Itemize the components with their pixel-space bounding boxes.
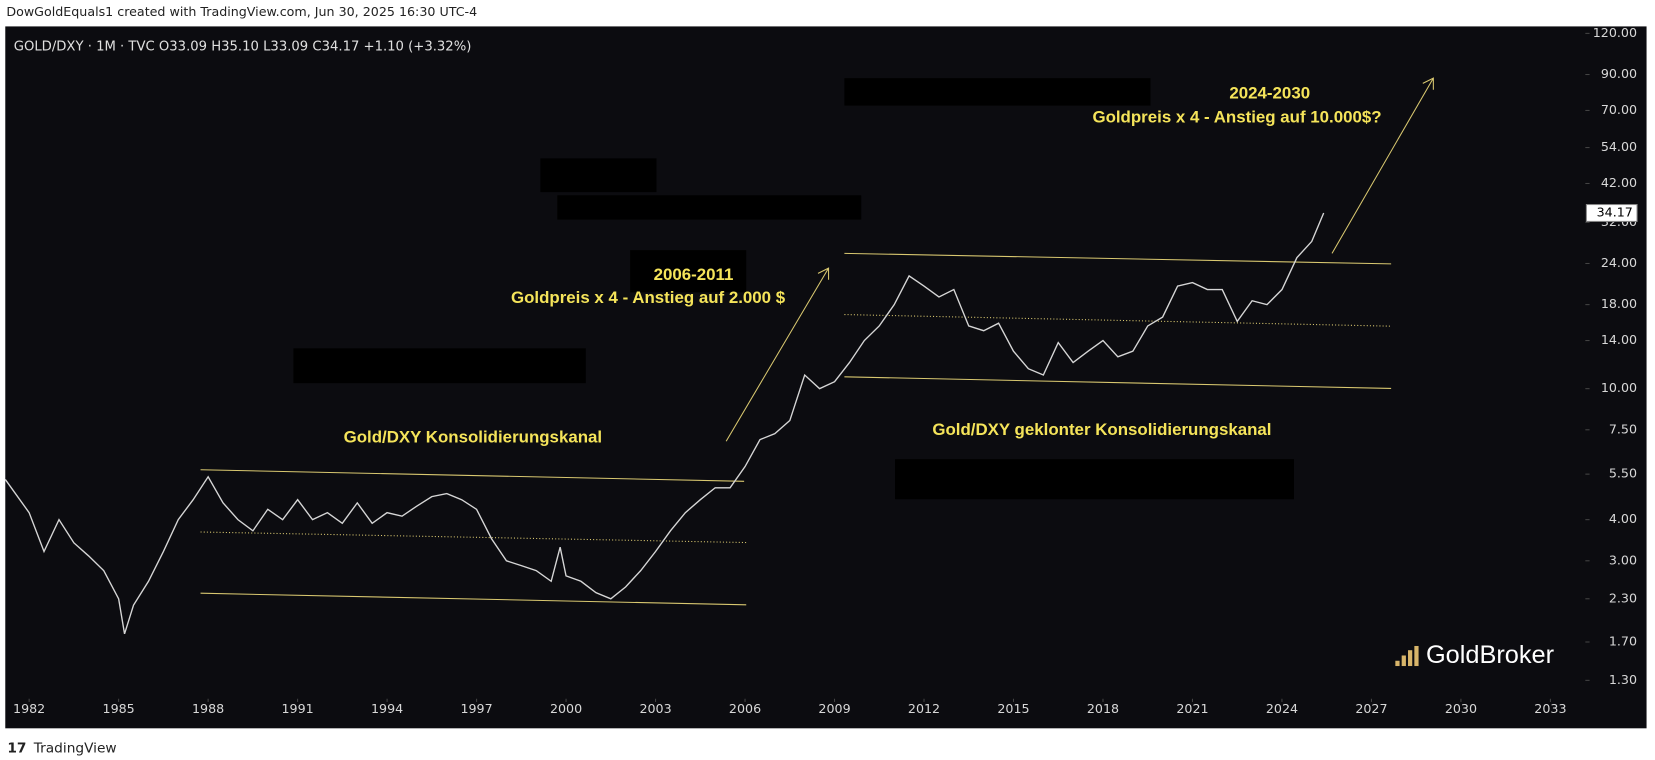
logo-bar [1408, 650, 1413, 667]
annotation: 2006-2011 [654, 265, 734, 284]
redaction [540, 158, 657, 193]
x-tick-label: 2000 [550, 701, 582, 716]
x-tick-label: 1988 [192, 701, 224, 716]
redaction [557, 195, 862, 220]
arrow [1331, 77, 1434, 254]
y-tick-label: 1.30 [1609, 672, 1637, 687]
x-tick-label: 1982 [13, 701, 45, 716]
last-price-box [1585, 204, 1638, 222]
symbol-info: GOLD/DXY · 1M · TVC O33.09 H35.10 L33.09… [14, 39, 472, 54]
y-tick-label: 7.50 [1609, 421, 1637, 436]
x-tick-label: 2009 [818, 701, 850, 716]
y-tick-label: 2.30 [1609, 590, 1637, 605]
x-tick-label: 2024 [1266, 701, 1298, 716]
channel-mid [200, 531, 747, 544]
channel-lower [200, 592, 747, 606]
x-tick-label: 1997 [460, 701, 492, 716]
redactions [293, 78, 1295, 500]
channel-upper [844, 252, 1392, 265]
y-tick-label: 3.00 [1609, 552, 1637, 567]
brand: TradingView [33, 740, 117, 756]
channel-lower [844, 376, 1392, 389]
credit: DowGoldEquals1 created with TradingView.… [6, 4, 477, 19]
y-tick-label: 54.00 [1601, 139, 1637, 154]
last-price-label: 34.17 [1597, 204, 1633, 219]
y-tick-label: 1.70 [1609, 634, 1637, 649]
x-tick-label: 2030 [1445, 701, 1477, 716]
y-tick-label: 120.00 [1593, 25, 1637, 40]
annotation: 2024-2030 [1229, 83, 1310, 102]
x-tick-label: 2015 [997, 701, 1029, 716]
arrow [725, 267, 830, 442]
y-tick-label: 42.00 [1601, 175, 1637, 190]
x-tick-label: 2018 [1087, 701, 1119, 716]
y-tick-label: 4.00 [1609, 511, 1637, 526]
y-tick-label: 24.00 [1601, 255, 1637, 270]
annotation: Gold/DXY geklonter Konsolidierungskanal [932, 420, 1271, 439]
redaction [293, 348, 586, 384]
watermark: GoldBroker [1426, 641, 1555, 669]
x-tick-label: 2027 [1355, 701, 1387, 716]
x-tick-label: 1994 [371, 701, 403, 716]
x-tick-label: 1991 [281, 701, 313, 716]
redaction [895, 459, 1295, 500]
tv-icon: 17 [7, 740, 26, 756]
drawings [200, 77, 1434, 606]
redaction [630, 250, 747, 293]
price-line [4, 212, 1325, 635]
redaction [844, 78, 1151, 106]
logo-bar [1414, 645, 1419, 667]
annotation: Goldpreis x 4 - Anstieg auf 10.000$? [1092, 108, 1381, 127]
x-tick-label: 2033 [1534, 701, 1566, 716]
x-tick-label: 2006 [729, 701, 761, 716]
x-tick-label: 2012 [908, 701, 940, 716]
y-tick-label: 18.00 [1601, 296, 1637, 311]
plot: 1.30 1.70 2.30 3.00 4.00 5.50 7.50 10.00 14.00 18… [4, 25, 1638, 716]
logo-bar [1401, 655, 1406, 667]
y-tick-label: 14.00 [1601, 332, 1637, 347]
y-tick-label: 70.00 [1601, 102, 1637, 117]
annotation: Gold/DXY Konsolidierungskanal [344, 428, 602, 447]
x-tick-label: 1985 [103, 701, 135, 716]
annotation: Goldpreis x 4 - Anstieg auf 2.000 $ [511, 288, 786, 307]
channel-upper [200, 469, 745, 482]
y-tick-label: 90.00 [1601, 66, 1637, 81]
y-tick-label: 10.00 [1601, 380, 1637, 395]
goldbroker-logo: GoldBroker [1395, 641, 1555, 669]
chart-bg [5, 26, 1647, 729]
logo-bar [1395, 660, 1400, 667]
y-tick-label: 5.50 [1609, 466, 1637, 481]
x-tick-label: 2021 [1176, 701, 1208, 716]
x-tick-label: 2003 [639, 701, 671, 716]
